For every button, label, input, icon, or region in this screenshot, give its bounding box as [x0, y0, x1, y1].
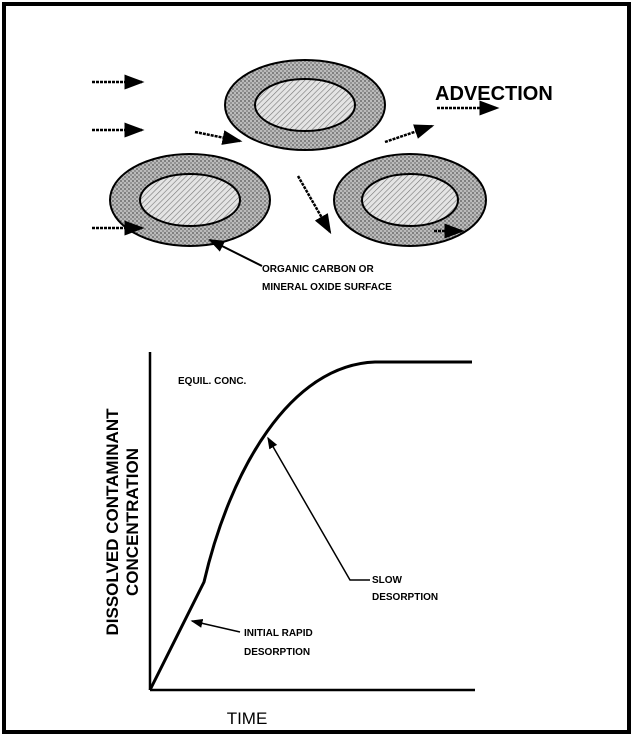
- slow-label: DESORPTION: [372, 592, 438, 603]
- equilibrium-label: EQUIL. CONC.: [178, 376, 247, 387]
- initial-leader: [190, 618, 241, 633]
- callout-text: MINERAL OXIDE SURFACE: [262, 282, 392, 293]
- callout-line: [208, 239, 263, 267]
- slow-label: SLOW: [372, 575, 403, 586]
- initial-label: INITIAL RAPID: [244, 628, 313, 639]
- x-axis-label: TIME: [227, 709, 268, 728]
- slow-leader: [267, 436, 370, 581]
- y-axis-label: CONCENTRATION: [123, 448, 142, 596]
- flow-arrows: [92, 74, 500, 239]
- advection-label: ADVECTION: [435, 83, 553, 105]
- particles: [109, 59, 487, 247]
- y-axis-label: DISSOLVED CONTAMINANT: [103, 408, 122, 636]
- desorption-curve: [148, 360, 472, 691]
- initial-label: DESORPTION: [244, 647, 310, 658]
- graph: DISSOLVED CONTAMINANT CONCENTRATION TIME…: [103, 352, 475, 728]
- callout-text: ORGANIC CARBON OR: [262, 264, 374, 275]
